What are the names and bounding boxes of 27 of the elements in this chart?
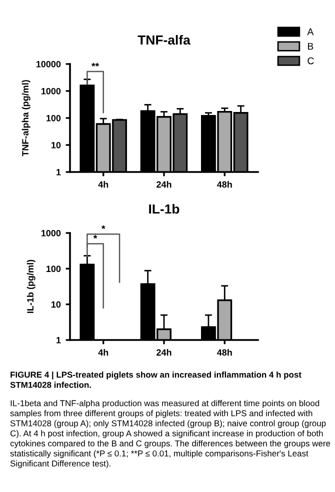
x-tick-label: 4h xyxy=(98,349,108,356)
legend-label: B xyxy=(308,42,314,50)
y-axis-title: TNF-alpha (pg/ml) xyxy=(22,80,30,156)
x-tick-label: 24h xyxy=(156,181,172,188)
chart-title: IL-1b xyxy=(149,204,180,214)
annotation: ** xyxy=(92,62,100,66)
y-tick-label: 1 xyxy=(56,337,61,344)
legend-label: A xyxy=(307,28,314,36)
chart-title: TNF-alfa xyxy=(138,34,190,45)
x-tick-label: 48h xyxy=(217,349,232,356)
y-tick-label: 10 xyxy=(52,142,61,148)
text: IL-1beta and TNF-alpha production was measured at different time points on blood samples from three different groups of piglets: treated with LPS and infected with STM14028 (group A); only STM14028 infected (group B); naive control group (group C). At 4 h post infection, group A showed a significant increase in production of both cytokines compared to the B and C groups. The differences between the groups were statistically significant (*P ≤ 0.1; **P ≤ 0.01, multiple comparisons-Fisher's Least Significant Difference test). xyxy=(10,400,330,468)
x-tick-label: 48h xyxy=(217,181,232,188)
y-tick-label: 10 xyxy=(52,301,61,308)
x-tick-label: 4h xyxy=(98,181,108,188)
y-tick-label: 100 xyxy=(46,266,61,272)
y-axis-title: IL-1b (pg/ml) xyxy=(26,260,36,313)
y-tick-label: 1000 xyxy=(41,230,61,236)
legend-label: C xyxy=(308,57,314,64)
annotation: * xyxy=(93,234,98,239)
y-tick-label: 10000 xyxy=(36,60,61,68)
y-tick-label: 100 xyxy=(46,114,61,122)
y-tick-label: 1000 xyxy=(41,88,61,94)
x-tick-label: 24h xyxy=(156,349,172,356)
caption: FIGURE 4 | LPS-treated piglets show an increased inflammation 4 h post STM14028 infection. xyxy=(10,371,302,388)
y-tick-label: 1 xyxy=(56,169,61,176)
text: * xyxy=(101,225,106,229)
